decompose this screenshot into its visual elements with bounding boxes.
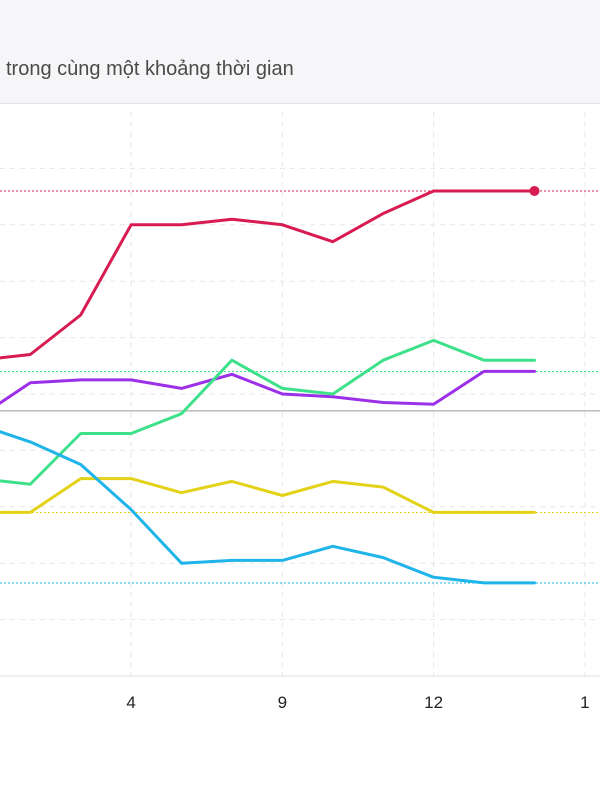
x-tick-label: 9 — [278, 693, 287, 712]
chart-area: 4 9 12 1 — [0, 104, 600, 800]
series-lines — [0, 185, 540, 585]
reference-lines — [0, 190, 600, 584]
series-line — [0, 477, 536, 514]
series-line — [0, 430, 536, 585]
chart-header: trong cùng một khoảng thời gian — [0, 0, 600, 104]
x-axis-ticks: 4 9 12 1 — [126, 693, 589, 712]
x-tick-label: 4 — [126, 693, 135, 712]
series-end-marker — [529, 185, 540, 196]
line-chart: 4 9 12 1 — [0, 112, 600, 712]
series-line — [0, 338, 536, 486]
chart-subtitle: trong cùng một khoảng thời gian — [6, 58, 294, 80]
series-line — [0, 369, 536, 406]
x-tick-label: 1 — [580, 693, 589, 712]
x-tick-label: 12 — [424, 693, 443, 712]
series-line — [0, 189, 536, 360]
